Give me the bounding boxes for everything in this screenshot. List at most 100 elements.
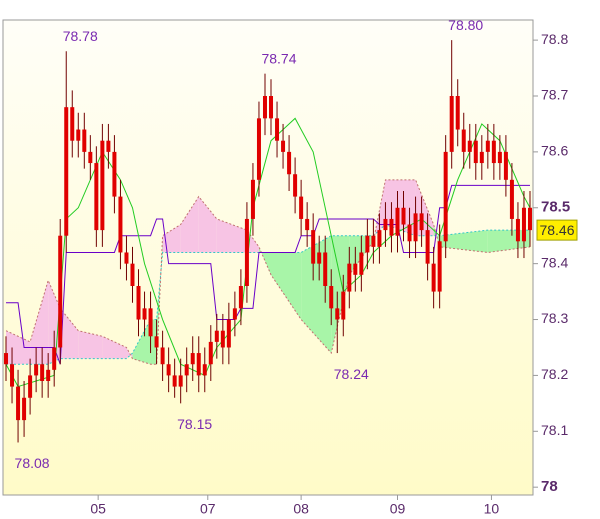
candle-body [377,230,382,247]
candle-body [521,207,526,242]
cloud-fill [331,235,350,354]
candle-body [214,330,219,342]
candle-body [46,369,51,381]
candle-body [413,213,418,242]
candle-body [82,129,87,152]
cloud-fill [180,196,199,253]
candle-body [130,263,135,286]
candle-body [341,291,346,320]
candle-body [419,213,424,231]
cloud-fill [102,336,127,359]
candle-body [461,129,466,152]
last-price-box [536,219,578,241]
y-tick-label: 78 [541,478,558,495]
cloud-fill [162,224,181,253]
candle-body [154,336,159,348]
x-tick-label: 10 [484,501,500,517]
candle-body [166,364,171,376]
candle-body [238,286,243,309]
candle-body [347,263,352,292]
candle-body [449,96,454,152]
cloud-fill [216,218,247,253]
y-tick-label: 78.3 [541,310,568,326]
candle-body [4,353,9,365]
candle-body [299,196,304,219]
candle-body [160,347,165,365]
candle-body [383,218,388,231]
y-tick-label: 78.6 [541,143,568,159]
candle-body [124,252,129,264]
x-tick-label: 08 [293,501,309,517]
candle-body [244,218,249,286]
candle-body [94,163,99,231]
candle-body [293,174,298,197]
cloud-span-b [5,179,531,365]
candle-body [473,140,478,164]
candle-body [467,140,472,152]
candle-body [485,140,490,152]
candle-body [431,263,436,292]
candle-body [287,151,292,175]
y-tick-label: 78.1 [541,422,568,438]
candle-body [262,96,267,119]
candle-body [275,118,280,141]
candle-body [34,364,39,376]
candle-body [250,179,255,219]
y-tick-label: 78.2 [541,366,568,382]
candle-body [136,286,141,320]
candle-body [52,347,57,370]
cloud-fill [258,246,272,275]
cloud-fill [30,280,49,365]
candle-body [407,224,412,242]
candle-body [455,96,460,130]
cloud-fill [156,235,163,365]
candle-body [190,353,195,365]
price-annotation: 78.78 [63,28,98,44]
candle-body [118,196,123,253]
cloud-fill [60,308,79,359]
candle-body [112,151,117,197]
cloud-fill [78,330,103,359]
candle-body [256,118,261,180]
candle-body [88,151,93,164]
candle-body [22,397,27,421]
candle-body [28,375,33,398]
candle-body [437,241,442,292]
candle-body [172,375,177,387]
candle-body [335,308,340,320]
candle-body [76,129,81,141]
candle-body [311,230,316,264]
candle-body [148,308,153,337]
candle-body [16,386,21,421]
price-annotation: 78.15 [177,416,212,432]
candle-body [329,286,334,309]
candle-body [371,235,376,247]
candle-body [208,341,213,365]
candle-body [142,308,147,320]
candle-body [497,151,502,164]
candle-body [100,140,105,231]
candle-body [323,252,328,286]
y-tick-label: 78.4 [541,254,568,270]
candle-body [226,319,231,348]
candle-body [40,364,45,381]
last-price-label: 78.46 [539,222,574,238]
candle-body [10,364,15,387]
candle-body [184,364,189,376]
candle-body [353,263,358,275]
cloud-fill [198,196,217,253]
candle-body [503,151,508,180]
candle-body [196,353,201,376]
candle-body [509,179,514,219]
cloud-fill [271,252,302,320]
candle-body [395,207,400,236]
candle-body [305,218,310,231]
candle-body [220,330,225,348]
candle-body [527,207,532,231]
y-tick-label: 78.7 [541,87,568,103]
candle-body [281,140,286,152]
price-annotation: 78.24 [334,366,369,382]
candle-body [359,252,364,275]
candle-body [232,308,237,320]
